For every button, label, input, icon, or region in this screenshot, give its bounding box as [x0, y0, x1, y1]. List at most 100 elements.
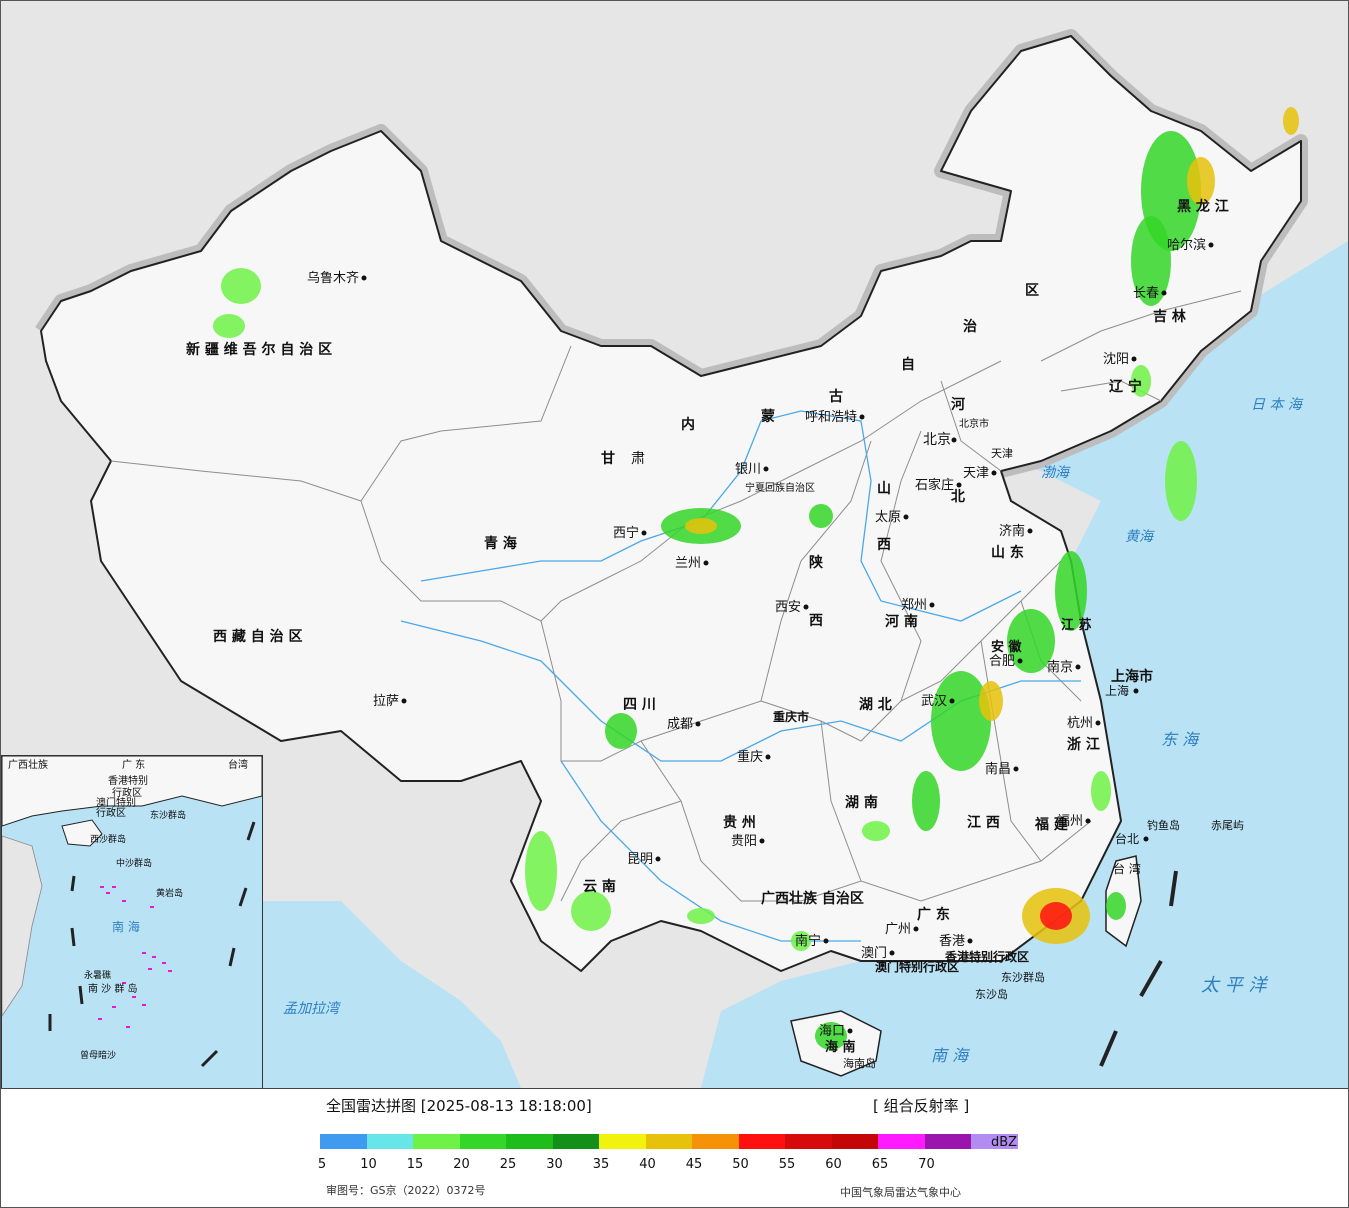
city-marker — [1133, 688, 1139, 694]
scale-tick: 55 — [778, 1157, 796, 1172]
label-guiyang: 贵阳 — [731, 834, 757, 849]
label-hunan: 湖 南 — [845, 794, 878, 811]
city-marker — [1013, 766, 1019, 772]
source-label: 中国气象局雷达气象中心 — [840, 1186, 961, 1199]
label-sichuan: 四 川 — [623, 697, 656, 713]
label-shanghai_c: 上海 — [1105, 683, 1129, 698]
map-area: 新 疆 维 吾 尔 自 治 区西 藏 自 治 区 青 海 甘肃 内 蒙 古 自 治 区 黑 龙 江… — [1, 1, 1348, 1088]
label-shijiazhuang: 石家庄 — [915, 477, 954, 493]
inset-island — [162, 962, 166, 964]
label-hubei: 湖 北 — [859, 697, 892, 713]
scale-swatch — [413, 1134, 460, 1149]
scale-tick: 15 — [406, 1157, 424, 1172]
scale-swatch — [366, 1134, 413, 1149]
scale-tick: 5 — [317, 1157, 327, 1172]
label-nanhai: 南 海 — [931, 1046, 970, 1065]
label-gansu2: 肃 — [631, 451, 645, 467]
inset-label-i_mo2: 行政区 — [96, 806, 126, 819]
city-marker — [1208, 242, 1214, 248]
radar-echo — [912, 771, 940, 831]
label-yunnan: 云 南 — [583, 878, 616, 895]
province-borders — [110, 290, 1242, 902]
scale-swatch — [645, 1134, 692, 1149]
label-tianjin: 天津 — [991, 447, 1013, 460]
label-hk: 香港特别行政区 — [944, 949, 1029, 964]
inset-island — [142, 952, 146, 954]
legend-panel: 全国雷达拼图 [2025-08-13 18:18:00] [ 组合反射率 ] d… — [1, 1088, 1348, 1207]
label-dongshadao: 东沙岛 — [975, 987, 1008, 1001]
label-diaoyudao: 钓鱼岛 — [1147, 818, 1180, 832]
label-lanzhou: 兰州 — [675, 556, 701, 571]
inset-island — [152, 956, 156, 958]
city-marker — [759, 838, 765, 844]
label-shanghai: 上海市 — [1111, 668, 1153, 685]
label-haikou: 海口 — [819, 1024, 845, 1039]
label-fujian: 福 建 — [1034, 816, 1068, 833]
label-guizhou: 贵 州 — [723, 814, 756, 831]
radar-echo — [525, 831, 557, 911]
inset-island — [98, 1018, 102, 1020]
label-xizang: 西 藏 自 治 区 — [213, 628, 303, 645]
label-guangzhou: 广州 — [885, 922, 911, 937]
label-heilongjiang: 黑 龙 江 — [1177, 198, 1229, 215]
inset-island — [112, 886, 116, 888]
city-marker — [889, 950, 895, 956]
city-marker — [1095, 720, 1101, 726]
inset-label-i_hk: 香港特别 — [108, 775, 148, 787]
city-marker — [763, 466, 769, 472]
label-taipei: 台北 — [1115, 831, 1139, 846]
label-ribenhai: 日 本 海 — [1251, 397, 1304, 413]
label-lhasa: 拉萨 — [373, 694, 399, 709]
label-guangdong: 广 东 — [917, 906, 950, 923]
label-hohhot: 呼和浩特 — [805, 410, 857, 425]
inset-island — [132, 996, 136, 998]
sea-bay-of-bengal — [261, 901, 521, 1088]
label-hebei2: 北 — [951, 489, 965, 505]
scale-swatch — [320, 1134, 367, 1149]
label-ningxia: 宁夏回族自治区 — [745, 481, 815, 494]
scale-tick: 65 — [871, 1157, 889, 1172]
scale-swatch — [924, 1134, 971, 1149]
label-hefei: 合肥 — [989, 654, 1015, 669]
label-taiyuan: 太原 — [875, 510, 901, 525]
label-shanxi1: 山 — [877, 481, 891, 497]
scale-swatch — [506, 1134, 553, 1149]
color-scale-bar — [320, 1134, 1018, 1149]
inset-label-i_gd: 广 东 — [122, 758, 145, 771]
inset-island — [122, 900, 126, 902]
inset-island — [106, 892, 110, 894]
radar-echo — [1283, 107, 1299, 135]
label-wuhan: 武汉 — [921, 694, 947, 709]
label-beijing: 北京市 — [959, 417, 989, 430]
label-neimenggu1: 内 — [681, 416, 695, 433]
label-neimenggu3: 古 — [829, 388, 843, 405]
radar-echo — [1040, 902, 1072, 930]
label-bohai: 渤海 — [1041, 465, 1071, 481]
radar-echo — [213, 314, 245, 338]
city-marker — [929, 602, 935, 608]
inset-hainan — [61, 819, 103, 847]
scale-swatch — [692, 1134, 739, 1149]
city-marker — [703, 560, 709, 566]
radar-echo — [979, 681, 1003, 721]
label-harbin: 哈尔滨 — [1167, 237, 1206, 253]
label-jilin: 吉 林 — [1153, 308, 1186, 325]
city-marker — [655, 856, 661, 862]
label-nanjing: 南京 — [1047, 659, 1073, 675]
inset-island — [142, 1004, 146, 1006]
mosaic-title: 全国雷达拼图 [2025-08-13 18:18:00] — [326, 1097, 592, 1115]
label-nanchang: 南昌 — [985, 761, 1011, 777]
city-marker — [1161, 290, 1167, 296]
label-kunming: 昆明 — [627, 852, 653, 867]
inset-label-i_mo: 澳门特别 — [96, 796, 136, 809]
scale-tick: 45 — [685, 1157, 703, 1172]
label-taipingyang: 太 平 洋 — [1201, 975, 1268, 996]
label-hangzhou: 杭州 — [1067, 716, 1093, 731]
radar-echo — [1106, 892, 1126, 920]
label-taiwan: 台 湾 — [1113, 861, 1141, 876]
map-labels: 新 疆 维 吾 尔 自 治 区西 藏 自 治 区 青 海 甘 肃 内 蒙 古 自 治 区 黑 龙 江… — [186, 198, 1304, 1070]
inset-indochina — [2, 835, 43, 1017]
city-marker — [949, 698, 955, 704]
